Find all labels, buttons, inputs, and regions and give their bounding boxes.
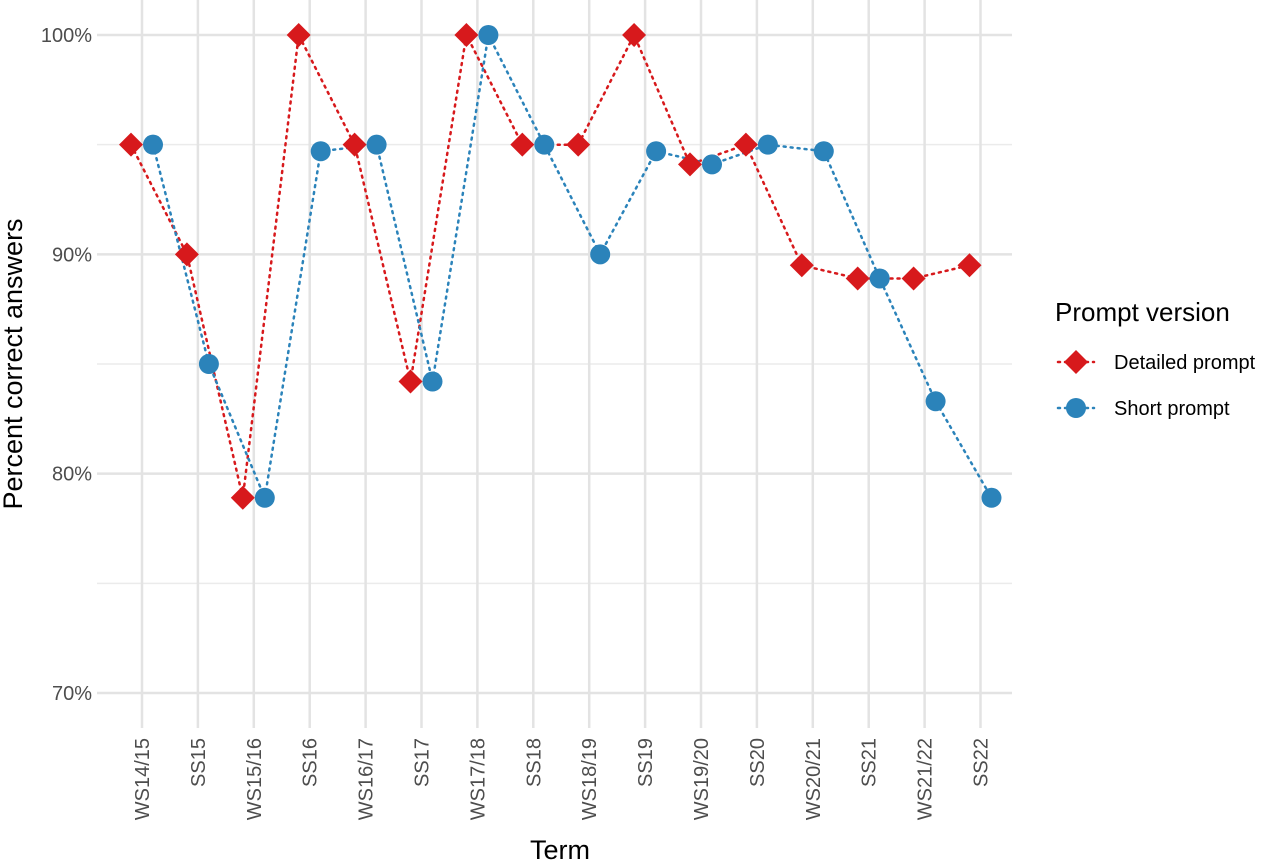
y-axis-title: Percent correct answers	[0, 218, 28, 509]
data-point-short	[757, 134, 778, 155]
data-point-detailed	[845, 266, 870, 291]
x-tick-label: SS17	[412, 738, 434, 787]
x-tick-label: SS22	[971, 738, 993, 787]
data-point-detailed	[678, 152, 702, 177]
data-point-short	[478, 25, 499, 45]
data-point-short	[869, 268, 890, 289]
data-point-detailed	[901, 266, 926, 291]
data-point-detailed	[789, 253, 814, 278]
x-tick-label: WS14/15	[132, 738, 154, 820]
y-tick-label: 70%	[52, 683, 92, 705]
y-tick-label: 100%	[41, 25, 92, 47]
legend-label: Detailed prompt	[1114, 352, 1256, 374]
x-tick-label: WS15/16	[244, 738, 266, 820]
data-point-short	[534, 134, 555, 155]
x-tick-labels: WS14/15 SS15 WS15/16 SS16 WS16/17 SS17 WS17/18…	[132, 738, 993, 820]
data-point-detailed	[119, 132, 143, 157]
x-tick-label: WS20/21	[803, 738, 825, 820]
major-gridlines	[97, 0, 1012, 728]
data-point-short	[143, 134, 163, 155]
legend-title: Prompt version	[1055, 297, 1230, 327]
y-tick-label: 90%	[52, 244, 92, 266]
x-tick-label: WS17/18	[467, 738, 489, 820]
legend-key-circle	[1066, 398, 1086, 418]
x-tick-label: WS16/17	[356, 738, 378, 820]
legend-key-diamond	[1064, 350, 1088, 374]
data-point-short	[366, 134, 387, 155]
data-point-short	[646, 141, 667, 162]
data-point-detailed	[342, 132, 367, 157]
series-line-short	[151, 31, 993, 503]
data-point-short	[590, 244, 611, 265]
data-point-detailed	[286, 23, 311, 47]
data-point-detailed	[622, 23, 647, 47]
legend: Prompt version Detailed prompt Short prom…	[1055, 297, 1256, 420]
x-tick-label: SS15	[188, 738, 210, 787]
data-point-detailed	[398, 369, 423, 394]
data-point-detailed	[510, 132, 535, 157]
x-tick-label: WS19/20	[691, 738, 713, 820]
y-tick-label: 80%	[52, 464, 92, 486]
x-tick-label: WS18/19	[579, 738, 601, 820]
data-point-short	[422, 371, 443, 392]
data-point-short	[702, 154, 722, 175]
series-lines	[129, 30, 993, 503]
y-tick-labels: 70% 80% 90% 100%	[41, 25, 92, 705]
data-point-short	[310, 141, 331, 162]
data-point-short	[813, 141, 834, 162]
legend-label: Short prompt	[1114, 398, 1230, 420]
data-point-detailed	[566, 132, 591, 157]
x-tick-label: SS18	[523, 738, 545, 787]
data-point-short	[981, 487, 1002, 508]
x-tick-label: SS16	[300, 738, 322, 787]
x-tick-label: WS21/22	[915, 738, 937, 820]
data-point-detailed	[454, 23, 479, 47]
x-axis-title: Term	[530, 835, 590, 865]
series-line-detailed	[129, 30, 971, 499]
data-point-short	[254, 487, 275, 508]
x-tick-label: SS19	[635, 738, 657, 787]
data-points	[119, 23, 1002, 510]
x-tick-label: SS21	[859, 738, 881, 787]
data-point-detailed	[174, 242, 199, 267]
x-tick-label: SS20	[747, 738, 769, 787]
data-point-short	[198, 354, 219, 374]
data-point-detailed	[733, 132, 758, 157]
data-point-short	[925, 391, 946, 412]
data-point-detailed	[230, 485, 255, 510]
minor-gridlines	[97, 143, 1012, 585]
data-point-detailed	[957, 253, 982, 278]
